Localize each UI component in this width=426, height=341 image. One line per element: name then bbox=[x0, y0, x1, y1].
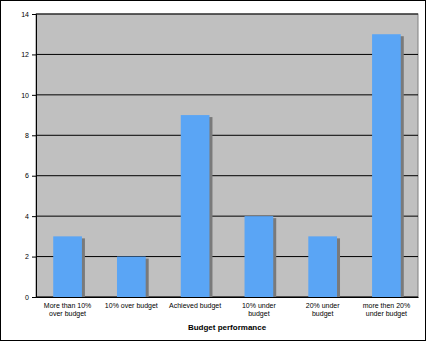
x-tick: 10% over budget bbox=[105, 297, 158, 310]
chart: 0 2 4 6 8 10 12 14 More than 10%over budget 10% o… bbox=[0, 0, 426, 341]
y-tick-label: 12 bbox=[21, 51, 29, 58]
x-tick-label-line: Achieved budget bbox=[169, 302, 221, 310]
bar bbox=[308, 236, 337, 297]
bars bbox=[53, 34, 404, 297]
y-tick: 8 bbox=[25, 132, 36, 139]
y-tick: 4 bbox=[25, 213, 36, 220]
y-tick: 14 bbox=[21, 11, 36, 18]
y-tick-label: 4 bbox=[25, 213, 29, 220]
y-tick: 12 bbox=[21, 51, 36, 58]
x-tick-label-line: 10% over budget bbox=[105, 302, 158, 310]
x-tick: 20% underbudget bbox=[306, 297, 341, 318]
x-tick: more then 20%under budget bbox=[363, 297, 410, 318]
y-tick: 10 bbox=[21, 92, 36, 99]
y-tick: 0 bbox=[25, 294, 36, 301]
x-tick-label-line: budget bbox=[312, 310, 333, 318]
plot: 0 2 4 6 8 10 12 14 More than 10%over budget 10% o… bbox=[21, 11, 418, 318]
y-tick-label: 2 bbox=[25, 253, 29, 260]
y-tick: 2 bbox=[25, 253, 36, 260]
grid-line bbox=[36, 94, 418, 95]
x-tick-label-line: under budget bbox=[366, 310, 407, 318]
grid-line bbox=[36, 175, 418, 176]
grid-line bbox=[36, 256, 418, 257]
y-axis-line bbox=[32, 15, 37, 298]
chart-frame bbox=[1, 1, 426, 341]
grid-line bbox=[36, 54, 418, 55]
grid-line bbox=[36, 216, 418, 217]
x-tick-label-line: More than 10% bbox=[44, 302, 91, 309]
x-tick-label: 20% underbudget bbox=[306, 302, 341, 318]
y-tick-label: 10 bbox=[21, 92, 29, 99]
x-tick-label-line: 10% under bbox=[242, 302, 277, 309]
x-tick-label: more then 20%under budget bbox=[363, 302, 410, 318]
x-tick-label-line: more then 20% bbox=[363, 302, 410, 309]
x-tick-label-line: budget bbox=[248, 310, 269, 318]
y-tick-label: 8 bbox=[25, 132, 29, 139]
y-tick-label: 14 bbox=[21, 11, 29, 18]
y-tick-mark bbox=[32, 297, 36, 298]
grid-line bbox=[36, 297, 418, 298]
y-tick-mark bbox=[32, 14, 36, 15]
grid bbox=[36, 14, 418, 297]
x-tick-label: 10% underbudget bbox=[242, 302, 277, 318]
y-tick-label: 6 bbox=[25, 172, 29, 179]
x-axis-title: Budget performance bbox=[188, 323, 267, 332]
x-tick: 10% underbudget bbox=[242, 297, 277, 318]
x-tick: Achieved budget bbox=[169, 297, 221, 310]
x-tick: More than 10%over budget bbox=[44, 297, 91, 318]
bar bbox=[117, 257, 146, 297]
y-tick-mark bbox=[32, 176, 36, 177]
bar bbox=[372, 34, 401, 297]
y-tick-mark bbox=[32, 54, 36, 55]
x-tick-label: 10% over budget bbox=[105, 302, 158, 310]
x-tick-label: Achieved budget bbox=[169, 302, 221, 310]
x-axis-line bbox=[37, 297, 419, 298]
x-tick-label: More than 10%over budget bbox=[44, 302, 91, 318]
y-tick: 6 bbox=[25, 172, 36, 179]
plot-background bbox=[36, 14, 418, 297]
x-tick-label-line: 20% under bbox=[306, 302, 341, 309]
y-tick-label: 0 bbox=[25, 294, 29, 301]
y-tick-mark bbox=[32, 216, 36, 217]
grid-line bbox=[36, 14, 418, 15]
y-tick-mark bbox=[32, 257, 36, 258]
x-axis: More than 10%over budget 10% over budget A… bbox=[37, 297, 419, 318]
grid-line bbox=[36, 135, 418, 136]
x-tick-label-line: over budget bbox=[49, 310, 86, 318]
y-axis: 0 2 4 6 8 10 12 14 bbox=[21, 11, 36, 301]
bar bbox=[245, 216, 274, 297]
bar bbox=[53, 236, 82, 297]
y-tick-mark bbox=[32, 135, 36, 136]
y-tick-mark bbox=[32, 95, 36, 96]
bar bbox=[181, 115, 210, 297]
